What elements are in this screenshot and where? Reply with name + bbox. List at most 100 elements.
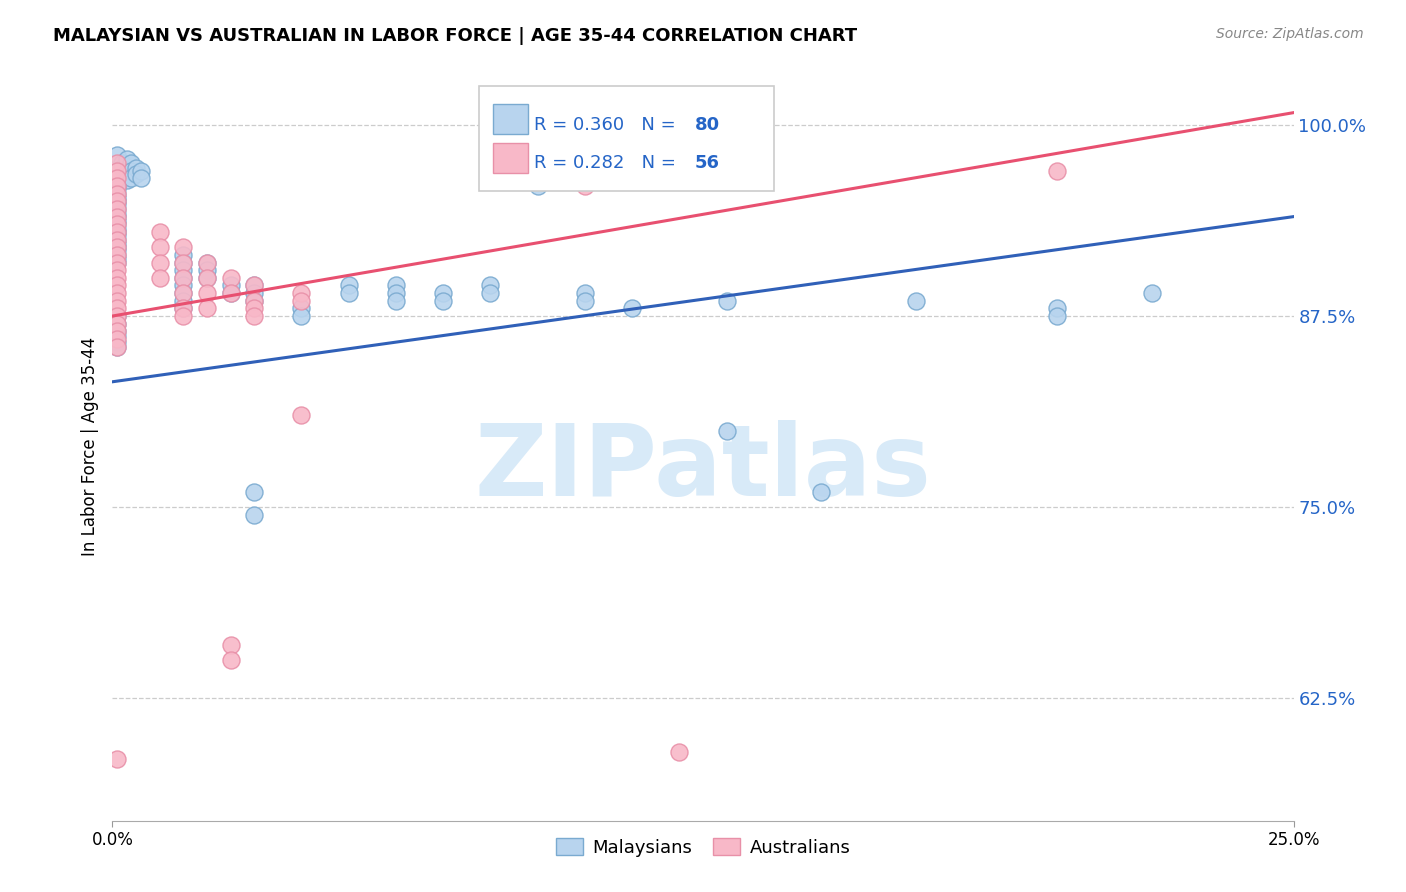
FancyBboxPatch shape: [478, 87, 773, 191]
Point: [105, 214, 128, 228]
Point: [105, 179, 128, 194]
Point: [111, 156, 134, 170]
Text: 80: 80: [695, 116, 720, 135]
Point: [105, 194, 128, 209]
Point: [105, 332, 128, 346]
Point: [574, 163, 596, 178]
Point: [716, 424, 738, 438]
Point: [290, 301, 312, 316]
Point: [105, 252, 128, 267]
Point: [385, 278, 408, 293]
Point: [172, 286, 194, 301]
Point: [115, 163, 138, 178]
Point: [290, 293, 312, 308]
Point: [105, 206, 128, 220]
Point: [125, 161, 148, 175]
Text: MALAYSIAN VS AUSTRALIAN IN LABOR FORCE | AGE 35-44 CORRELATION CHART: MALAYSIAN VS AUSTRALIAN IN LABOR FORCE |…: [53, 27, 858, 45]
Point: [105, 752, 128, 766]
Point: [105, 334, 128, 349]
Point: [115, 173, 138, 187]
Point: [172, 278, 194, 293]
Point: [129, 171, 152, 186]
Point: [172, 270, 194, 285]
Point: [290, 309, 312, 323]
Point: [195, 255, 218, 269]
Point: [105, 191, 128, 205]
Point: [105, 148, 128, 162]
Point: [149, 255, 172, 269]
Point: [172, 301, 194, 316]
Point: [105, 202, 128, 216]
Point: [105, 197, 128, 211]
Point: [105, 202, 128, 216]
Point: [195, 286, 218, 301]
Point: [120, 171, 142, 186]
Point: [105, 240, 128, 254]
Point: [105, 163, 128, 178]
Point: [172, 293, 194, 308]
Point: [105, 217, 128, 231]
Point: [120, 156, 142, 170]
Point: [716, 293, 738, 308]
Point: [105, 278, 128, 293]
Point: [105, 324, 128, 338]
Point: [1046, 301, 1069, 316]
Point: [105, 263, 128, 277]
Point: [105, 182, 128, 196]
Point: [105, 225, 128, 239]
Point: [105, 225, 128, 239]
FancyBboxPatch shape: [492, 144, 529, 173]
Point: [105, 329, 128, 343]
Point: [105, 301, 128, 316]
Point: [172, 263, 194, 277]
Text: R = 0.282   N =: R = 0.282 N =: [534, 153, 682, 172]
Point: [195, 255, 218, 269]
Point: [195, 270, 218, 285]
Point: [1140, 286, 1163, 301]
Point: [105, 179, 128, 194]
Point: [105, 186, 128, 201]
Point: [621, 301, 644, 316]
Point: [219, 270, 242, 285]
Text: ZIPatlas: ZIPatlas: [475, 420, 931, 517]
Point: [105, 194, 128, 209]
Point: [219, 286, 242, 301]
Point: [432, 293, 454, 308]
Point: [668, 745, 690, 759]
Point: [219, 286, 242, 301]
Point: [172, 286, 194, 301]
Point: [105, 210, 128, 224]
Point: [149, 240, 172, 254]
Point: [479, 286, 502, 301]
Point: [129, 163, 152, 178]
Point: [243, 484, 266, 499]
Point: [432, 286, 454, 301]
Point: [243, 293, 266, 308]
Point: [115, 152, 138, 166]
Point: [195, 263, 218, 277]
Point: [574, 293, 596, 308]
Text: R = 0.360   N =: R = 0.360 N =: [534, 116, 682, 135]
Point: [195, 301, 218, 316]
Point: [172, 248, 194, 262]
Point: [290, 409, 312, 423]
Point: [105, 237, 128, 252]
Point: [105, 156, 128, 170]
Point: [385, 293, 408, 308]
Point: [243, 278, 266, 293]
Point: [337, 286, 360, 301]
Text: 56: 56: [695, 153, 720, 172]
Y-axis label: In Labor Force | Age 35-44: In Labor Force | Age 35-44: [80, 336, 98, 556]
Point: [105, 171, 128, 186]
Point: [105, 244, 128, 258]
Point: [810, 484, 832, 499]
Point: [243, 508, 266, 522]
Point: [243, 309, 266, 323]
Point: [105, 340, 128, 354]
Point: [105, 293, 128, 308]
Point: [172, 255, 194, 269]
Point: [105, 255, 128, 269]
Legend: Malaysians, Australians: Malaysians, Australians: [548, 830, 858, 864]
Point: [105, 270, 128, 285]
Point: [172, 270, 194, 285]
